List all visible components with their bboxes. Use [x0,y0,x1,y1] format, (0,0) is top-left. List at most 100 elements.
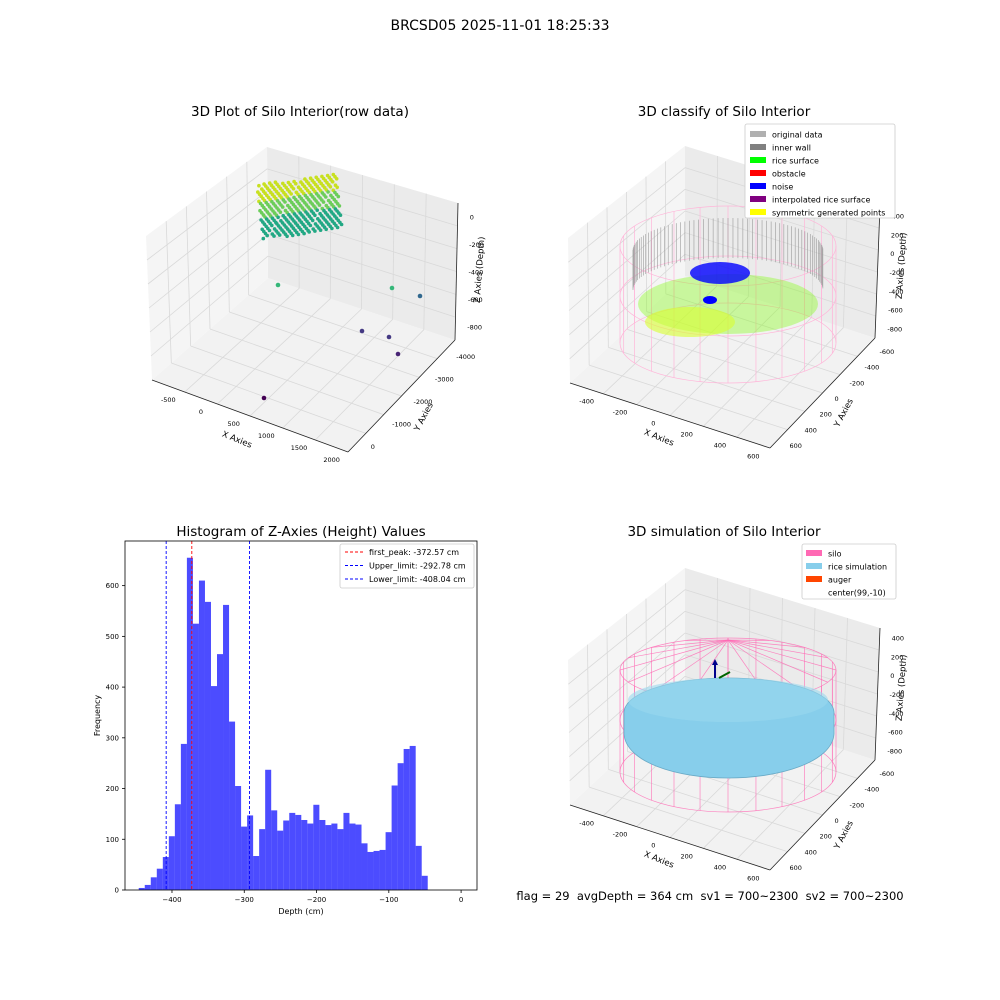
histogram-frame [124,540,478,891]
sim-silo-roof-rib [727,639,828,683]
raw-outlier-point [359,328,365,334]
raw-point [313,229,317,233]
raw-outlier-point [417,293,423,299]
cls-y-tick-label: 200 [820,411,832,419]
histogram-bar [325,825,332,890]
cls-x-tick-label: -400 [579,398,594,406]
cls-y-tick-label: -400 [865,364,880,372]
cls-legend-swatch [750,196,766,202]
cls-inner-wall [632,218,824,290]
raw-point [338,213,343,217]
sim-legend-label: auger [828,576,852,585]
raw-outlier-point [275,282,281,288]
raw-point [257,183,261,188]
sim-back-left-pane [568,568,685,805]
histogram-bar [403,748,410,890]
cls-gridlines [568,155,880,438]
cls-z-tick-label: 200 [891,231,903,239]
sim-z-axis-line [874,627,881,761]
raw-y-tick-label: -4000 [456,353,475,361]
cls-y-tick-label: -200 [850,379,865,387]
raw-axis-lines [151,202,459,453]
raw-point [330,180,335,184]
cls-legend: original data inner wall rice surface obsta… [744,123,896,219]
raw-x-tick-label: 1000 [258,432,275,440]
cls-legend-swatch [750,209,766,215]
cls-x-tick-label: 400 [714,442,726,450]
sim-legend-swatch [806,563,822,569]
histogram-bar [271,810,278,890]
sim-z-tick-label: 200 [891,653,903,661]
raw-point [283,200,287,204]
cls-legend-label: inner wall [772,144,811,153]
histogram-bar [391,785,398,890]
cls-legend-label: obstacle [772,170,806,179]
raw-point [328,185,333,189]
cls-x-tick-label: -200 [613,409,628,417]
sim-legend-label: silo [828,550,842,559]
sim-silo-roof-rib [628,639,729,659]
histogram-legend: first_peak: -372.57 cm Upper_limit: -292.… [339,543,475,589]
sim-y-tick-label: 0 [835,817,839,825]
classify-plot-title: 3D classify of Silo Interior [637,104,811,120]
histogram-bar [150,877,157,890]
raw-point [321,200,326,204]
classify-3d-plot: -400-20002004006006004002000-200-400-600… [568,123,910,461]
cls-y-tick-label: 600 [790,442,802,450]
raw-point [317,203,322,207]
raw-y-tick-label: -3000 [435,376,454,384]
histogram-bar [174,804,181,890]
sim-x-tick-label: 600 [747,875,759,883]
raw-x-axis-label: X Axies [220,430,253,451]
sim-z-tick-label: 0 [890,672,894,680]
histogram-bar [337,829,344,890]
histogram-bar [301,819,308,890]
raw-point [290,233,295,238]
sim-legend-label: center(99,-10) [828,589,886,598]
raw-point [313,213,317,218]
raw-point [278,210,283,214]
sim-z-tick-label: 400 [892,634,904,642]
raw-point [318,228,323,232]
histogram-bar [367,851,374,890]
histogram-bar [331,823,338,890]
sim-y-tick-label: 600 [790,864,802,872]
sim-z-tick-label: -600 [888,729,903,737]
histogram-y-tick-label: 400 [106,684,119,692]
raw-point [324,227,328,232]
cls-z-tick-label: -600 [888,307,903,315]
cls-z-axis-label: Z Axies (Depth) [895,232,910,299]
raw-point [270,223,274,228]
raw-z-axis-line [454,202,459,341]
cls-y-axis-line [769,337,876,449]
histogram-bar [156,868,163,890]
raw-point [330,226,334,231]
histogram-bar [361,843,368,890]
cls-x-axis-line [569,382,771,449]
raw-point [337,204,342,208]
sim-legend-swatch [806,550,822,556]
histogram-bar [415,845,422,890]
sim-y-tick-label: 400 [805,848,817,856]
histogram-bar [247,815,254,890]
cls-y-tick-label: -600 [880,348,895,356]
cls-z-tick-label: -800 [887,326,902,334]
cls-legend-label: original data [772,131,823,140]
raw-3d-plot: -50005001000150020000-1000-2000-3000-400… [146,147,487,464]
raw-z-tick-label: -200 [469,241,484,249]
sim-z-axis-label: Z Axies (Depth) [895,654,910,721]
status-line: flag = 29 avgDepth = 364 cm sv1 = 700~23… [516,889,904,903]
raw-x-axis-line [151,379,349,453]
raw-y-axis-line [347,339,456,453]
sim-y-tick-label: -600 [880,770,895,778]
cls-z-tick-label: -200 [890,269,905,277]
raw-point [308,223,313,228]
histogram-bar [277,830,284,890]
histogram-bar [204,601,211,890]
histogram-bar [283,820,290,890]
cls-x-tick-label: 600 [747,453,759,461]
cls-legend-box [744,123,896,219]
histogram-y-tick-label: 600 [106,582,119,590]
histogram-bar [259,829,266,890]
raw-y-tick-label: 0 [371,443,375,451]
